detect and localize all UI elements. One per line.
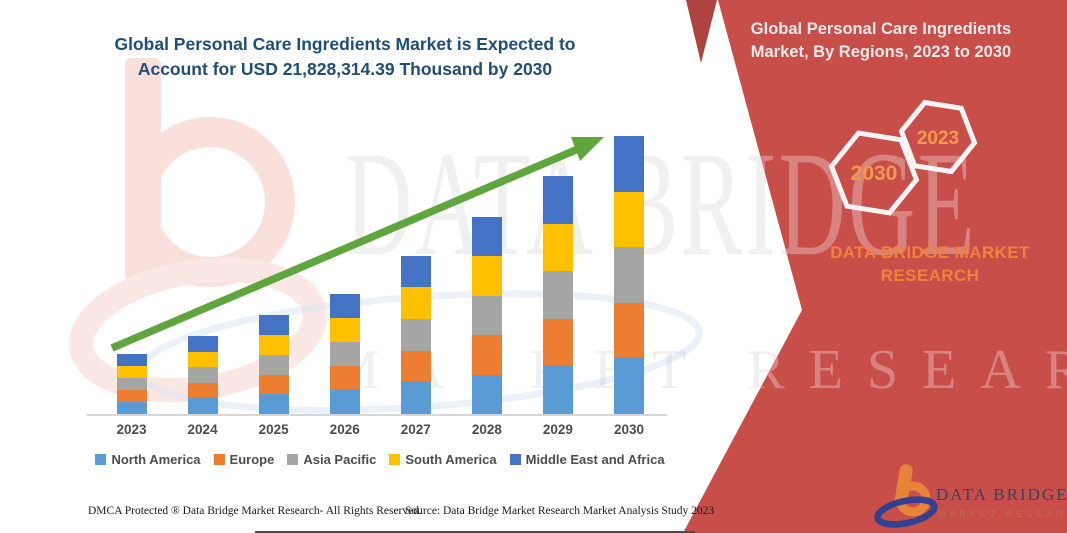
- bar-2030: [613, 136, 644, 414]
- segment-europe: [258, 374, 289, 395]
- x-axis-line: [87, 414, 667, 416]
- segment-europe: [329, 366, 360, 391]
- segment-north-america: [187, 398, 218, 414]
- segment-middle-east-and-africa: [400, 255, 431, 288]
- segment-north-america: [542, 366, 573, 414]
- legend-item-north-america: North America: [95, 452, 201, 467]
- segment-south-america: [542, 223, 573, 272]
- footer-source-text: Source: Data Bridge Market Research Mark…: [405, 505, 715, 517]
- segment-asia-pacific: [613, 247, 644, 303]
- legend-label: North America: [111, 452, 201, 467]
- x-axis-label: 2024: [187, 422, 218, 437]
- panel-title: Global Personal Care Ingredients Market,…: [750, 20, 1012, 62]
- segment-south-america: [613, 191, 644, 248]
- legend-swatch-icon: [509, 454, 521, 465]
- segment-middle-east-and-africa: [329, 294, 360, 319]
- segment-middle-east-and-africa: [116, 354, 147, 367]
- legend-label: South America: [405, 452, 497, 467]
- bar-2026: [329, 294, 360, 414]
- segment-middle-east-and-africa: [187, 336, 218, 352]
- segment-middle-east-and-africa: [542, 176, 573, 224]
- segment-south-america: [116, 366, 147, 379]
- chart-title: Global Personal Care Ingredients Market …: [114, 34, 576, 80]
- segment-south-america: [187, 351, 218, 368]
- bar-2023: [116, 354, 147, 414]
- x-axis-label: 2023: [116, 422, 147, 437]
- x-axis-label: 2026: [329, 422, 360, 437]
- legend-swatch-icon: [287, 454, 299, 465]
- segment-asia-pacific: [116, 378, 147, 391]
- x-axis-label: 2028: [471, 422, 502, 437]
- legend-item-europe: Europe: [213, 452, 275, 467]
- segment-south-america: [258, 335, 289, 355]
- legend-swatch-icon: [389, 454, 401, 465]
- segment-south-america: [329, 318, 360, 343]
- segment-north-america: [613, 358, 644, 414]
- footer-dmca-text: DMCA Protected ® Data Bridge Market Rese…: [88, 505, 422, 517]
- legend-item-middle-east-and-africa: Middle East and Africa: [509, 452, 665, 467]
- segment-asia-pacific: [187, 367, 218, 383]
- segment-south-america: [400, 287, 431, 319]
- segment-asia-pacific: [542, 271, 573, 319]
- bar-2027: [400, 255, 431, 414]
- segment-south-america: [471, 256, 502, 296]
- segment-middle-east-and-africa: [258, 315, 289, 336]
- x-axis-label: 2025: [258, 422, 289, 437]
- brand-caption-line2: RESEARCH: [880, 265, 980, 285]
- corner-triangle: [686, 0, 717, 63]
- segment-middle-east-and-africa: [613, 136, 644, 192]
- segment-north-america: [471, 374, 502, 414]
- segment-north-america: [329, 390, 360, 414]
- segment-europe: [116, 390, 147, 403]
- legend-swatch-icon: [213, 454, 225, 465]
- segment-europe: [400, 350, 431, 383]
- segment-asia-pacific: [471, 295, 502, 336]
- legend-item-south-america: South America: [389, 452, 497, 467]
- segment-europe: [471, 335, 502, 375]
- brand-caption-line1: DATA BRIDGE MARKET: [830, 243, 1030, 262]
- legend-item-asia-pacific: Asia Pacific: [287, 452, 376, 467]
- footer-divider: [255, 531, 695, 533]
- segment-north-america: [400, 382, 431, 414]
- segment-asia-pacific: [329, 342, 360, 367]
- segment-north-america: [258, 394, 289, 414]
- legend-label: Middle East and Africa: [525, 452, 665, 467]
- x-axis-label: 2030: [613, 422, 645, 437]
- x-axis-label: 2029: [542, 422, 573, 437]
- segment-europe: [613, 302, 644, 359]
- legend-label: Asia Pacific: [303, 452, 377, 467]
- legend: North America Europe Asia Pacific South Ame…: [85, 452, 675, 467]
- brand-caption: DATA BRIDGE MARKET RESEARCH: [802, 242, 1058, 288]
- segment-middle-east-and-africa: [471, 216, 502, 257]
- bar-2024: [187, 336, 218, 414]
- legend-label: Europe: [229, 452, 275, 467]
- segment-asia-pacific: [258, 354, 289, 375]
- segment-europe: [187, 382, 218, 399]
- bar-2028: [471, 216, 502, 414]
- segment-europe: [542, 318, 573, 367]
- legend-swatch-icon: [95, 454, 107, 465]
- x-axis-label: 2027: [400, 422, 431, 437]
- segment-asia-pacific: [400, 318, 431, 351]
- stacked-bar-chart: 2023 2024 2025 2026 2027 2028 2029 2030: [87, 120, 675, 437]
- bar-2029: [542, 176, 573, 414]
- bar-2025: [258, 315, 289, 414]
- segment-north-america: [116, 402, 147, 414]
